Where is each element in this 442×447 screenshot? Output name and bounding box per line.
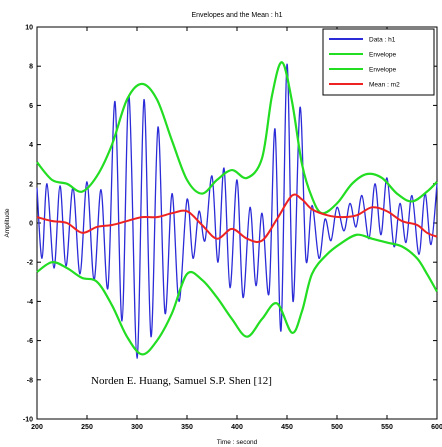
y-tick-label: 0 bbox=[29, 221, 33, 228]
legend-label: Envelope bbox=[369, 52, 396, 59]
y-tick-label: -10 bbox=[23, 417, 33, 424]
legend: Data : h1 Envelope Envelope Mean : m2 bbox=[322, 28, 435, 96]
y-tick-label: -4 bbox=[27, 299, 33, 306]
x-tick-label: 600 bbox=[431, 424, 442, 431]
x-tick-label: 300 bbox=[131, 424, 143, 431]
y-tick-label: 10 bbox=[25, 25, 33, 32]
y-tick-label: 8 bbox=[29, 64, 33, 71]
y-tick-label: -6 bbox=[27, 338, 33, 345]
x-tick-label: 500 bbox=[331, 424, 343, 431]
series-lower-envelope bbox=[36, 233, 438, 356]
series-group bbox=[36, 61, 438, 359]
y-axis-label: Amplitude bbox=[4, 208, 11, 237]
x-tick-label: 250 bbox=[81, 424, 93, 431]
y-tick-label: -2 bbox=[27, 260, 33, 267]
x-tick-label: 400 bbox=[231, 424, 243, 431]
chart-title: Envelopes and the Mean : h1 bbox=[191, 12, 282, 19]
legend-label: Mean : m2 bbox=[369, 82, 400, 89]
x-axis-label: Time : second bbox=[217, 439, 258, 446]
y-tick-label: 2 bbox=[29, 181, 33, 188]
legend-label: Data : h1 bbox=[369, 37, 396, 44]
x-tick-label: 550 bbox=[381, 424, 393, 431]
series-mean-m2 bbox=[36, 193, 438, 243]
series-data-h1 bbox=[36, 63, 438, 359]
x-tick-label: 450 bbox=[281, 424, 293, 431]
y-tick-label: -8 bbox=[27, 377, 33, 384]
y-tick-label: 6 bbox=[29, 103, 33, 110]
legend-label: Envelope bbox=[369, 67, 396, 74]
x-tick-label: 350 bbox=[181, 424, 193, 431]
y-tick-label: 4 bbox=[29, 142, 33, 149]
chart-annotation: Norden E. Huang, Samuel S.P. Shen [12] bbox=[91, 375, 272, 387]
x-tick-label: 200 bbox=[31, 424, 43, 431]
series-upper-envelope bbox=[36, 61, 438, 215]
